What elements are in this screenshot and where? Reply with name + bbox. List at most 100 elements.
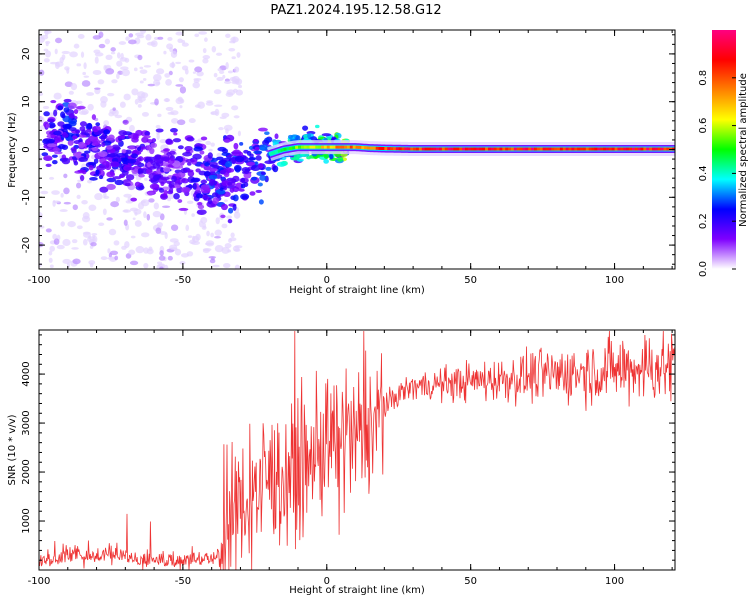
snr-line-layer: [39, 330, 675, 570]
heatmap-speckle: [229, 40, 236, 44]
heatmap-speckle: [184, 68, 189, 75]
heatmap-cell: [168, 187, 174, 193]
heatmap-cell: [255, 155, 262, 161]
heatmap-speckle: [123, 209, 129, 213]
heatmap-cell: [146, 161, 152, 168]
heatmap-cell: [246, 150, 252, 156]
heatmap-cell: [253, 150, 263, 155]
heatmap-speckle: [145, 34, 152, 41]
x-tick-label: 0: [324, 275, 330, 286]
heatmap-cell: [134, 181, 141, 187]
heatmap-speckle: [64, 81, 73, 88]
heatmap-cell: [173, 193, 180, 200]
heatmap-cell: [197, 204, 205, 210]
heatmap-speckle: [155, 82, 161, 85]
heatmap-cell: [232, 194, 239, 202]
heatmap-speckle: [82, 231, 91, 238]
heatmap-speckle: [125, 36, 130, 41]
heatmap-cell: [165, 138, 173, 144]
heatmap-cell: [107, 134, 115, 141]
y-tick-label: 10: [21, 95, 32, 108]
heatmap-speckle: [222, 263, 231, 269]
heatmap-speckle: [231, 56, 236, 60]
heatmap-speckle: [194, 33, 200, 38]
heatmap-cell: [173, 132, 178, 136]
heatmap-speckle: [171, 117, 179, 124]
spectrogram-ylabel: Frequency (Hz): [7, 112, 18, 188]
heatmap-speckle: [116, 73, 120, 80]
heatmap-cell: [160, 156, 171, 162]
snr-series-line: [39, 330, 675, 570]
heatmap-speckle: [202, 248, 210, 254]
heatmap-cell: [43, 155, 53, 161]
heatmap-speckle: [155, 227, 162, 234]
heatmap-speckle: [231, 105, 239, 111]
heatmap-speckle: [208, 148, 213, 152]
heatmap-speckle: [140, 200, 146, 204]
heatmap-speckle: [139, 66, 144, 70]
heatmap-cell: [187, 162, 192, 166]
heatmap-speckle: [186, 251, 194, 257]
heatmap-cell: [146, 139, 154, 143]
heatmap-cell: [248, 157, 257, 161]
heatmap-speckle: [118, 41, 127, 45]
heatmap-cell: [251, 176, 258, 181]
heatmap-speckle: [187, 235, 193, 238]
heatmap-speckle: [214, 235, 221, 239]
heatmap-cell: [163, 166, 171, 173]
heatmap-speckle: [219, 70, 225, 74]
heatmap-speckle: [128, 249, 136, 255]
heatmap-cell: [140, 146, 146, 150]
heatmap-speckle: [141, 111, 149, 117]
heatmap-speckle: [205, 240, 215, 247]
heatmap-speckle: [94, 56, 99, 64]
heatmap-speckle: [105, 68, 115, 75]
heatmap-speckle: [130, 235, 136, 239]
heatmap-speckle: [98, 31, 104, 38]
heatmap-cell: [78, 157, 88, 162]
heatmap-speckle: [39, 116, 45, 123]
heatmap-speckle: [81, 80, 91, 87]
heatmap-speckle: [67, 220, 76, 228]
heatmap-cell: [276, 161, 287, 167]
heatmap-cell: [323, 153, 330, 159]
heatmap-speckle: [45, 40, 51, 44]
heatmap-speckle: [91, 233, 98, 236]
heatmap-speckle: [169, 244, 178, 251]
heatmap-cell: [255, 189, 263, 193]
heatmap-speckle: [194, 104, 201, 108]
heatmap-speckle: [210, 110, 219, 116]
heatmap-cell: [121, 149, 127, 154]
heatmap-speckle: [120, 52, 124, 60]
heatmap-cell: [240, 193, 250, 200]
heatmap-cell: [253, 138, 258, 142]
heatmap-cell: [200, 186, 211, 194]
heatmap-cell: [191, 177, 201, 182]
heatmap-speckle: [165, 106, 174, 112]
heatmap-cell: [229, 179, 236, 184]
heatmap-speckle: [137, 104, 142, 108]
heatmap-cell: [114, 179, 124, 186]
heatmap-cell: [274, 133, 279, 140]
heatmap-cell: [243, 181, 249, 188]
heatmap-cell: [79, 174, 85, 182]
heatmap-speckle: [217, 68, 222, 72]
heatmap-speckle: [158, 255, 166, 261]
heatmap-cell: [209, 168, 219, 172]
heatmap-speckle: [100, 256, 108, 261]
heatmap-speckle: [114, 114, 123, 119]
heatmap-cell: [125, 174, 135, 181]
heatmap-speckle: [232, 245, 240, 252]
heatmap-speckle: [39, 92, 44, 96]
heatmap-speckle: [157, 261, 163, 265]
colorbar-tick-label: 0.6: [698, 118, 709, 134]
heatmap-cell: [229, 187, 235, 193]
heatmap-ridge-segment: [271, 150, 277, 155]
heatmap-speckle: [103, 192, 107, 198]
heatmap-speckle: [177, 96, 183, 102]
heatmap-cell: [195, 168, 201, 173]
heatmap-speckle: [76, 63, 82, 67]
y-tick-label: 20: [21, 48, 32, 61]
